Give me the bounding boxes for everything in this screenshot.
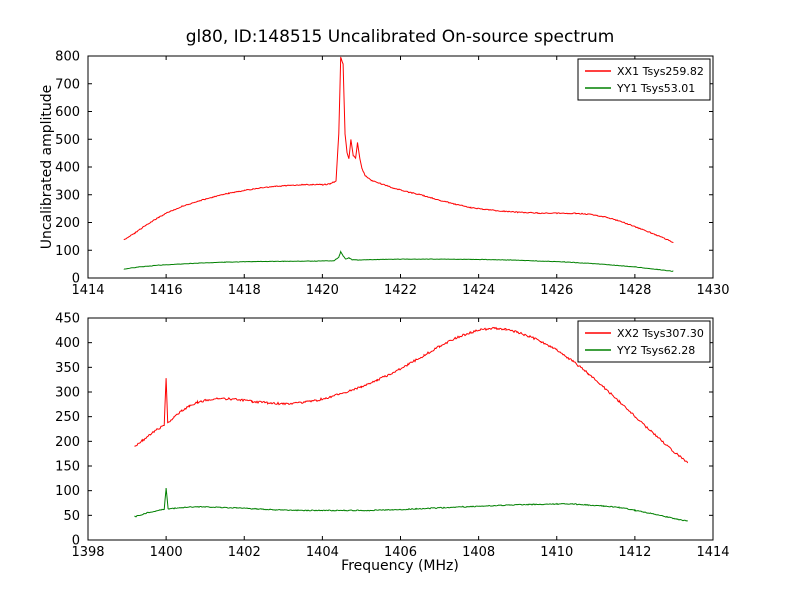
legend-label: YY2 Tsys62.28	[616, 344, 695, 357]
legend-label: XX2 Tsys307.30	[617, 327, 704, 340]
y-tick-label: 800	[55, 50, 80, 65]
legend: XX1 Tsys259.82 YY1 Tsys53.01	[577, 58, 711, 101]
series-line-YY2	[134, 487, 688, 522]
x-tick-label: 1398	[71, 545, 104, 560]
y-tick-label: 0	[72, 272, 80, 287]
y-tick-label: 700	[55, 77, 80, 92]
y-tick-label: 500	[55, 133, 80, 148]
x-tick-label: 1410	[540, 545, 573, 560]
x-tick-label: 1424	[462, 283, 495, 298]
x-tick-label: 1412	[618, 545, 651, 560]
chart-title: gl80, ID:148515 Uncalibrated On-source s…	[185, 27, 615, 47]
x-tick-label: 1408	[462, 545, 495, 560]
subplot-bottom: 1398 1400 1402 1404 1406 1408 1410 1412 1414 0 50 1…	[55, 312, 729, 561]
x-tick-label: 1426	[540, 283, 573, 298]
y-tick-label: 50	[63, 509, 80, 524]
subplot-top: 1414 1416 1418 1420 1422 1424 1426 1428 1430 0 100…	[55, 50, 729, 299]
x-tick-label: 1416	[150, 283, 183, 298]
x-tick-label: 1406	[384, 545, 417, 560]
series-line-YY1	[123, 250, 674, 272]
y-tick-label: 600	[55, 105, 80, 120]
y-tick-label: 400	[55, 336, 80, 351]
legend-box	[577, 320, 711, 363]
y-tick-label: 150	[55, 460, 80, 475]
x-tick-label: 1414	[696, 545, 729, 560]
x-tick-label: 1404	[306, 545, 339, 560]
y-tick-label: 100	[55, 484, 80, 499]
legend-label: XX1 Tsys259.82	[617, 65, 704, 78]
y-tick-label: 200	[55, 216, 80, 231]
y-tick-label: 400	[55, 161, 80, 176]
x-tick-label: 1422	[384, 283, 417, 298]
y-tick-label: 0	[72, 534, 80, 549]
x-tick-label: 1428	[618, 283, 651, 298]
y-tick-label: 300	[55, 386, 80, 401]
y-tick-label: 450	[55, 312, 80, 327]
y-tick-label: 100	[55, 244, 80, 259]
x-tick-label: 1420	[306, 283, 339, 298]
legend-box	[577, 58, 711, 101]
x-tick-label: 1414	[71, 283, 104, 298]
y-tick-label: 200	[55, 435, 80, 450]
series-line-XX2	[134, 326, 689, 464]
x-tick-label: 1418	[228, 283, 261, 298]
series-line-XX1	[123, 56, 674, 244]
x-axis-label: Frequency (MHz)	[341, 558, 459, 574]
legend: XX2 Tsys307.30 YY2 Tsys62.28	[577, 320, 711, 363]
x-tick-label: 1402	[228, 545, 261, 560]
y-tick-label: 300	[55, 188, 80, 203]
x-tick-label: 1400	[150, 545, 183, 560]
y-tick-label: 350	[55, 361, 80, 376]
x-tick-label: 1430	[696, 283, 729, 298]
legend-label: YY1 Tsys53.01	[616, 82, 695, 95]
y-tick-label: 250	[55, 410, 80, 425]
